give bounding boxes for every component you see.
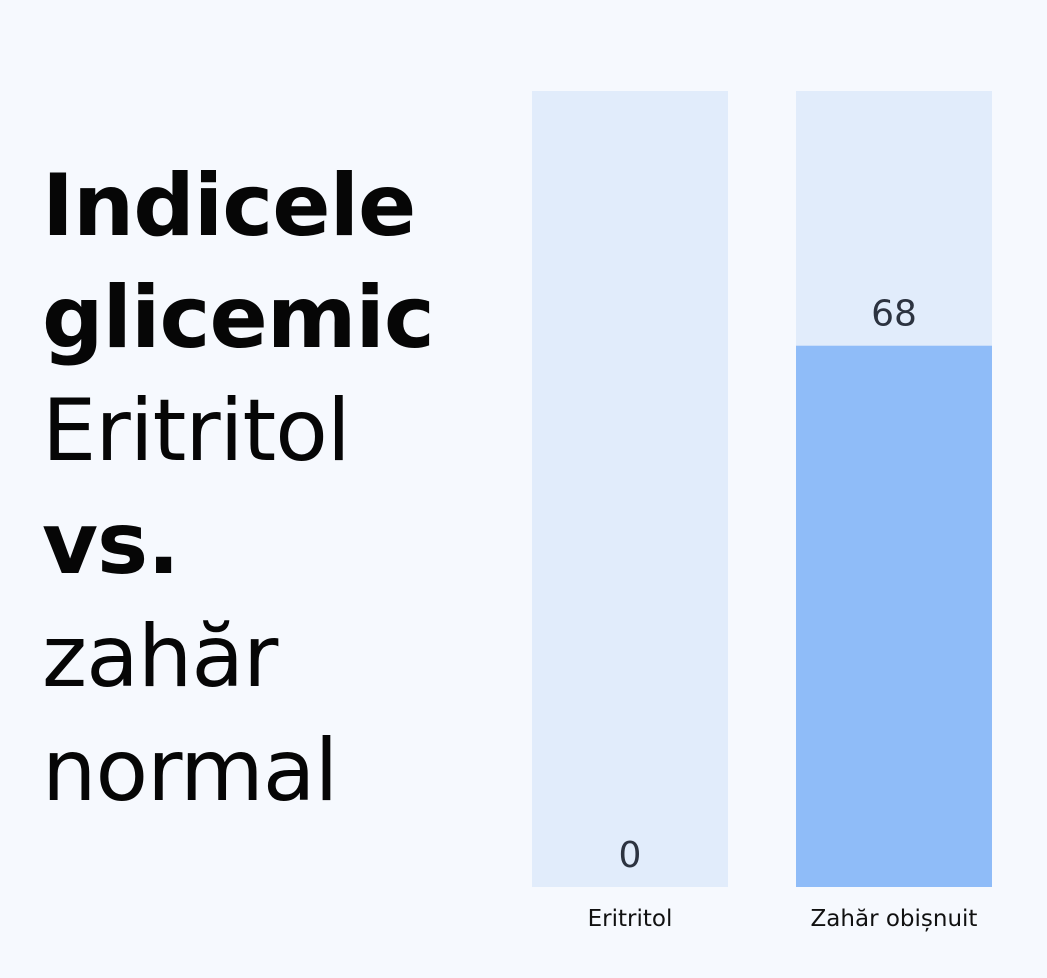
- chart-title: Indicele glicemic Eritritol vs. zahăr no…: [42, 150, 502, 828]
- title-line-5: zahăr: [42, 607, 278, 707]
- title-line-4: vs.: [42, 494, 180, 594]
- category-label-0: Eritritol: [588, 906, 673, 932]
- data-label-1: 68: [871, 294, 917, 335]
- title-line-2: glicemic: [42, 268, 435, 368]
- bar-1: [796, 345, 992, 888]
- title-line-1: Indicele: [42, 156, 416, 256]
- title-line-6: normal: [42, 721, 338, 821]
- data-label-0: 0: [619, 835, 642, 876]
- bar-track-0: [532, 91, 728, 887]
- category-label-1: Zahăr obișnuit: [811, 906, 978, 932]
- title-line-3: Eritritol: [42, 381, 351, 481]
